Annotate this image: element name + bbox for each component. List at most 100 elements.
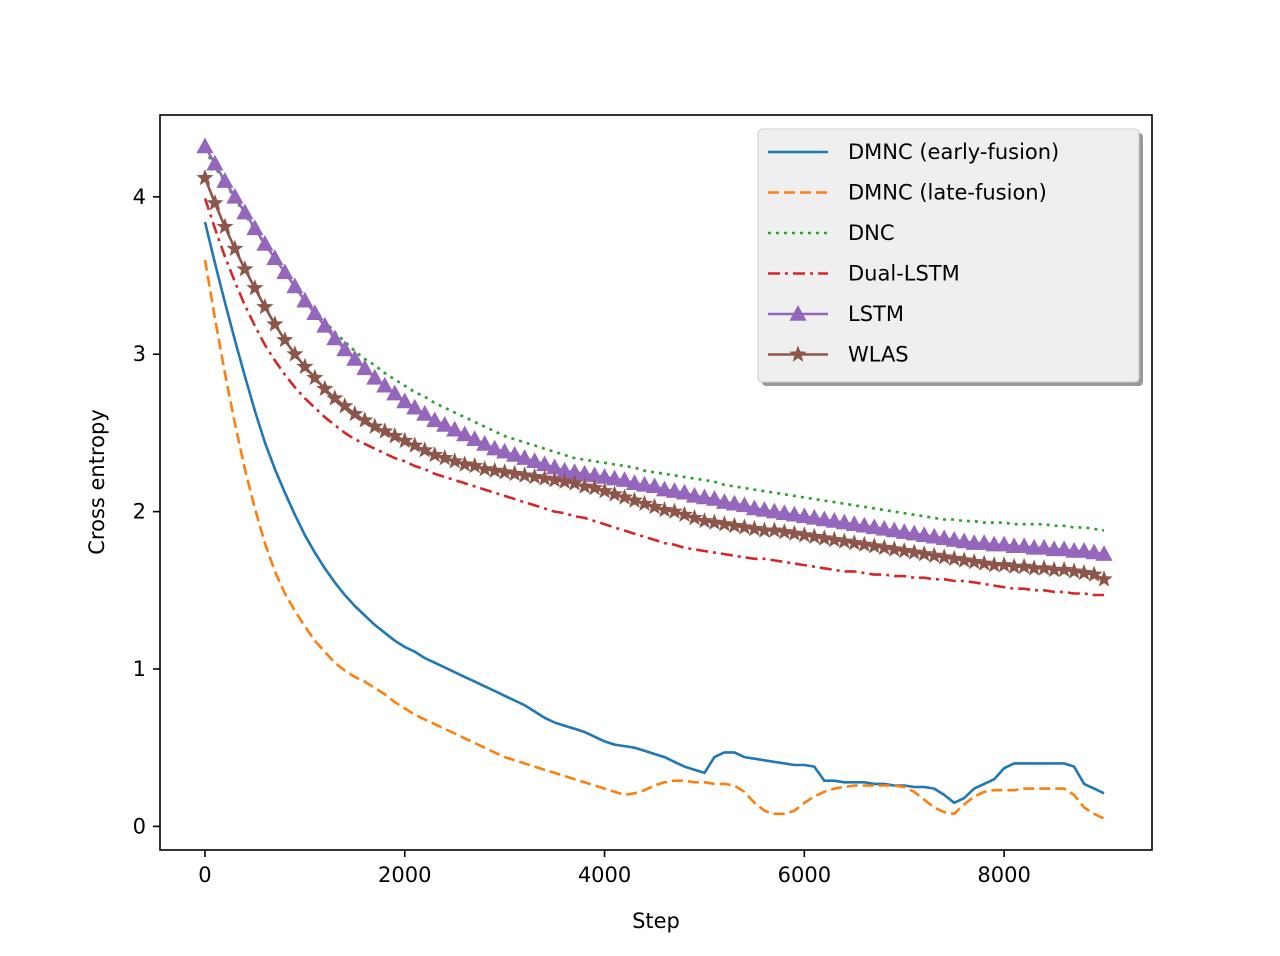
data-point [506, 445, 524, 462]
series-dual-lstm [203, 197, 1104, 597]
data-point [785, 505, 803, 522]
series-dmnc-early-fusion [203, 221, 1105, 805]
data-point [456, 425, 474, 442]
data-point [745, 499, 763, 516]
data-point [256, 235, 274, 251]
data-point [935, 529, 953, 546]
data-point [476, 460, 494, 477]
x-axis-label: Step [632, 909, 680, 933]
data-point [276, 263, 294, 280]
data-point [226, 239, 244, 257]
legend-marker [789, 345, 807, 362]
data-point [536, 455, 554, 472]
data-point [556, 461, 574, 478]
data-point [326, 329, 344, 346]
data-point [596, 482, 614, 499]
legend-item: DMNC (late-fusion) [768, 181, 1047, 205]
x-tick-label: 2000 [378, 863, 431, 887]
data-point [376, 422, 394, 439]
data-point [695, 512, 713, 529]
data-point [645, 497, 664, 515]
data-point [845, 515, 863, 531]
legend-label: Dual-LSTM [848, 262, 960, 286]
data-point [446, 452, 464, 469]
data-point [356, 359, 374, 376]
data-point [805, 508, 823, 525]
data-point [336, 340, 354, 357]
data-point [685, 508, 703, 526]
y-axis-label: Cross entropy [85, 409, 109, 554]
data-point [975, 534, 993, 550]
series-dmnc-late-fusion [203, 259, 1105, 820]
x-tick-label: 4000 [578, 863, 631, 887]
data-point [995, 535, 1013, 552]
data-point [466, 457, 484, 474]
data-point [246, 219, 264, 236]
data-point [246, 279, 264, 296]
data-point [576, 477, 594, 494]
data-point [526, 468, 544, 485]
data-point [885, 521, 903, 538]
data-point [456, 455, 474, 472]
data-point [636, 494, 654, 511]
data-point [576, 464, 594, 481]
data-point [905, 543, 923, 560]
data-point [905, 524, 923, 541]
x-tick-label: 8000 [977, 863, 1030, 887]
data-point [266, 315, 284, 332]
data-point [955, 532, 973, 549]
data-point [506, 464, 524, 482]
data-point [266, 249, 284, 265]
data-point [1085, 543, 1103, 560]
data-point [536, 469, 554, 486]
data-point [436, 416, 454, 432]
data-point [895, 542, 913, 559]
data-point [366, 368, 384, 385]
data-point [655, 501, 674, 518]
data-point [605, 469, 624, 486]
data-point [615, 471, 634, 487]
data-point [286, 277, 304, 294]
data-point [755, 521, 773, 538]
data-point [995, 556, 1013, 573]
legend-item: DMNC (early-fusion) [768, 140, 1059, 164]
y-tick-label: 2 [133, 500, 146, 524]
data-point [326, 389, 344, 406]
data-point [755, 501, 773, 517]
legend-label: LSTM [848, 302, 904, 326]
data-point [296, 291, 314, 308]
data-point [945, 549, 963, 567]
data-point [626, 491, 644, 508]
data-point [546, 458, 564, 475]
data-point [1035, 538, 1053, 555]
data-point [306, 368, 324, 386]
data-point [386, 427, 404, 444]
data-point [216, 217, 234, 234]
data-point [675, 483, 694, 500]
data-point [695, 488, 714, 505]
data-point [416, 441, 434, 458]
data-point [865, 518, 883, 535]
data-point [635, 475, 654, 492]
data-point [775, 504, 793, 520]
x-tick-label: 0 [198, 863, 211, 887]
data-point [476, 434, 494, 451]
data-point [685, 486, 704, 503]
data-point [825, 512, 843, 528]
series-line [203, 259, 1105, 820]
data-point [775, 523, 793, 540]
data-point [306, 304, 324, 321]
data-point [206, 194, 224, 211]
data-point [705, 490, 723, 506]
data-point [925, 527, 943, 544]
data-point [665, 502, 683, 519]
data-point [1005, 557, 1023, 574]
data-point [785, 524, 803, 541]
series-layer [196, 137, 1113, 820]
legend-item: WLAS [768, 343, 909, 367]
data-point [655, 480, 674, 497]
data-point [645, 477, 664, 494]
data-point [875, 538, 893, 556]
data-point [446, 420, 464, 437]
